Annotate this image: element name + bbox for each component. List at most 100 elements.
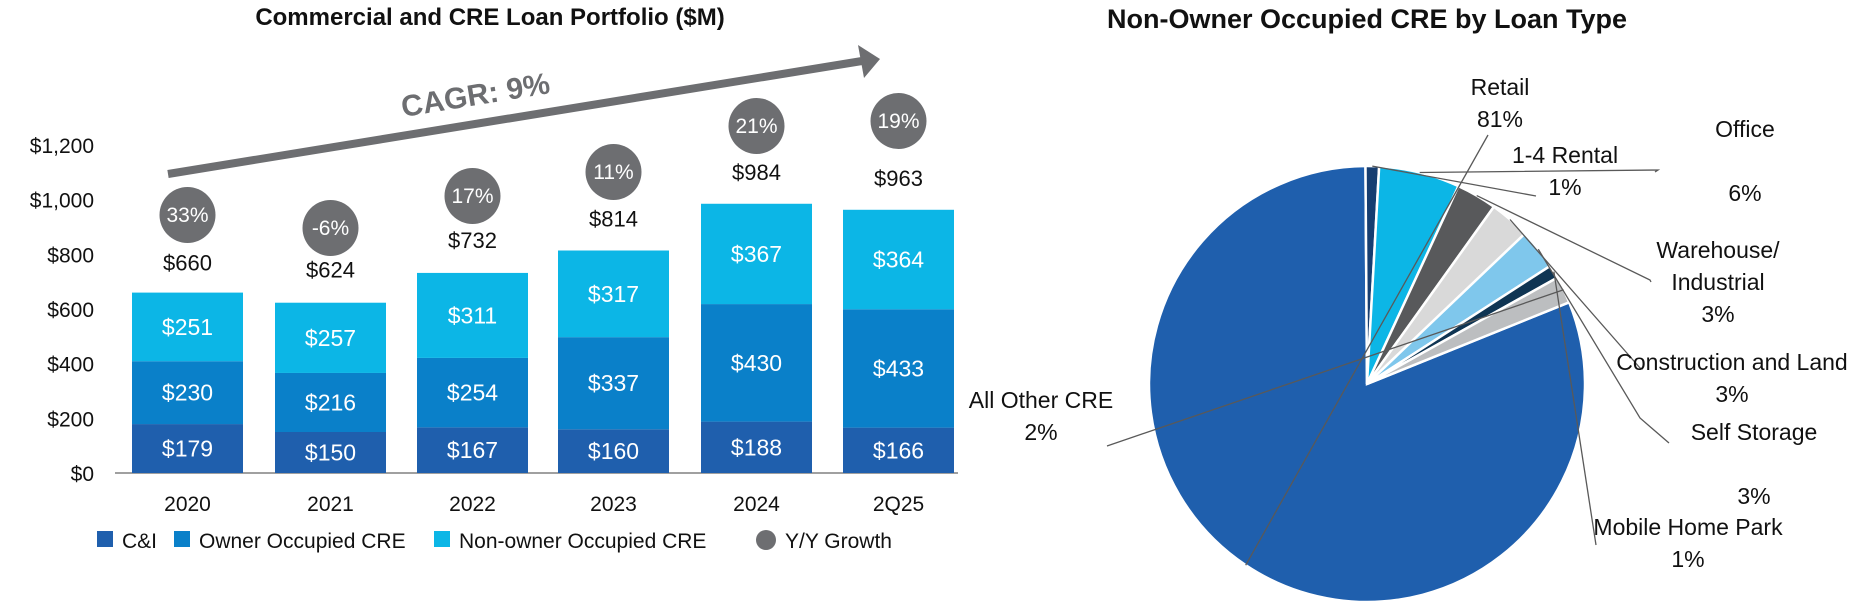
y-tick-label: $800 xyxy=(47,244,94,267)
x-tick-label: 2022 xyxy=(449,493,496,516)
cagr-arrow xyxy=(167,45,880,178)
pie-label-percent: 3% xyxy=(1737,483,1770,509)
x-tick-label: 2021 xyxy=(307,493,354,516)
x-axis: 2020 2021 2022 2023 2024 2Q25 xyxy=(164,493,924,516)
pie-leader-lines xyxy=(1106,134,1670,566)
bar-segment-label: $179 xyxy=(162,436,213,462)
pie-label: Warehouse/Industrial 3% xyxy=(1656,237,1780,327)
legend-swatch-owner-occupied xyxy=(174,531,190,547)
pie-label-percent: 81% xyxy=(1477,106,1523,132)
pie-labels: Retail 81% 1-4 Rental 1% Office 6% Warehouse/I… xyxy=(969,74,1848,572)
pie-label: Self Storage 3% xyxy=(1691,419,1818,509)
y-tick-label: $1,200 xyxy=(30,135,94,158)
bar-segment xyxy=(132,361,243,425)
bar-total-label: $660 xyxy=(163,251,212,276)
pie-label-percent: 1% xyxy=(1548,174,1581,200)
pie-label-percent: 3% xyxy=(1701,301,1734,327)
legend-label-non-owner-occupied: Non-owner Occupied CRE xyxy=(459,530,706,553)
y-axis: $0 $200 $400 $600 $800 $1,000 $1,200 xyxy=(30,135,94,486)
bar-segment xyxy=(701,421,812,473)
growth-marker xyxy=(159,187,216,243)
pie-leader-line xyxy=(1476,195,1652,283)
growth-marker xyxy=(728,98,785,154)
growth-label: 17% xyxy=(451,185,493,208)
bar-stack-2q25: $166 $433 $364 $963 19% xyxy=(843,93,954,473)
bar-stack-2023: $160 $337 $317 $814 11% xyxy=(558,144,669,473)
bar-segment xyxy=(558,429,669,473)
cagr-arrow-line xyxy=(167,57,863,178)
bar-segment xyxy=(275,432,386,473)
bar-segment xyxy=(558,250,669,338)
legend-marker-growth xyxy=(756,530,776,550)
bar-segment xyxy=(417,427,528,473)
x-tick-label: 2023 xyxy=(590,493,637,516)
pie-label-name: Industrial xyxy=(1671,269,1764,295)
bar-segment xyxy=(132,424,243,473)
pie-label: Mobile Home Park 1% xyxy=(1593,514,1783,572)
bar-segment-label: $367 xyxy=(731,241,782,267)
pie-leader-line xyxy=(1537,248,1670,444)
growth-label: 21% xyxy=(735,115,777,138)
bar-segment xyxy=(701,304,812,422)
bar-segment-label: $166 xyxy=(873,437,924,463)
bar-segment xyxy=(558,337,669,430)
growth-label: 19% xyxy=(877,110,919,133)
bar-segment xyxy=(417,357,528,428)
y-tick-label: $600 xyxy=(47,299,94,322)
bar-stack-2024: $188 $430 $367 $984 21% xyxy=(701,98,812,473)
y-tick-label: $0 xyxy=(71,463,94,486)
bar-segment-label: $311 xyxy=(448,302,497,328)
bar-segment-label: $251 xyxy=(162,314,213,340)
pie-label-percent: 2% xyxy=(1024,419,1057,445)
legend-swatch-non-owner-occupied xyxy=(434,531,450,547)
growth-marker xyxy=(585,144,642,200)
pie-label: Construction and Land 3% xyxy=(1616,349,1847,407)
bar-stack-2020: $179 $230 $251 $660 33% xyxy=(132,187,243,473)
bar-segment-label: $216 xyxy=(305,389,356,415)
bar-segment-label: $364 xyxy=(873,247,924,273)
bar-stack-2022: $167 $254 $311 $732 17% xyxy=(417,168,528,473)
x-tick-label: 2020 xyxy=(164,493,211,516)
legend-label-owner-occupied: Owner Occupied CRE xyxy=(199,530,406,553)
growth-label: -6% xyxy=(312,217,349,240)
legend-label-growth: Y/Y Growth xyxy=(785,530,892,553)
bar-stack-2021: $150 $216 $257 $624 -6% xyxy=(275,200,386,473)
growth-label: 33% xyxy=(166,204,208,227)
y-tick-label: $200 xyxy=(47,408,94,431)
bar-segment xyxy=(843,209,954,310)
pie-label-name: 1-4 Rental xyxy=(1512,142,1618,168)
pie-label-name: All Other CRE xyxy=(969,387,1113,413)
bar-segment xyxy=(132,292,243,362)
bar-segment xyxy=(275,302,386,373)
bar-segment-label: $257 xyxy=(305,325,356,351)
pie-label-name: Warehouse/ xyxy=(1656,237,1780,263)
bar-legend: C&I Owner Occupied CRE Non-owner Occupie… xyxy=(97,530,892,553)
bar-segment xyxy=(843,309,954,428)
pie-label: Office 6% xyxy=(1715,116,1775,206)
pie-label-percent: 6% xyxy=(1728,180,1761,206)
pie-label: All Other CRE 2% xyxy=(969,387,1113,445)
bar-segment-label: $433 xyxy=(873,355,924,381)
bar-segment-label: $167 xyxy=(447,437,498,463)
pie-leader-line xyxy=(1372,165,1537,197)
growth-marker xyxy=(302,200,359,256)
bar-total-label: $984 xyxy=(732,160,781,185)
legend-swatch-ci xyxy=(97,531,113,547)
pie-leader-line xyxy=(1419,169,1661,174)
x-tick-label: 2024 xyxy=(733,493,780,516)
pie-leader-line xyxy=(1245,134,1489,566)
y-tick-label: $1,000 xyxy=(30,190,94,213)
bar-segment-label: $188 xyxy=(731,434,782,460)
growth-marker xyxy=(444,168,501,224)
bar-segment xyxy=(843,427,954,473)
bar-segment-label: $230 xyxy=(162,380,213,406)
bar-segment-label: $317 xyxy=(588,281,639,307)
growth-label: 11% xyxy=(593,161,633,184)
bar-total-label: $732 xyxy=(448,228,497,253)
bar-segment-label: $337 xyxy=(588,370,639,396)
pie-label: Retail 81% xyxy=(1471,74,1530,132)
bar-total-label: $814 xyxy=(589,207,638,232)
pie-leader-line xyxy=(1106,289,1564,447)
bar-segment xyxy=(701,203,812,305)
